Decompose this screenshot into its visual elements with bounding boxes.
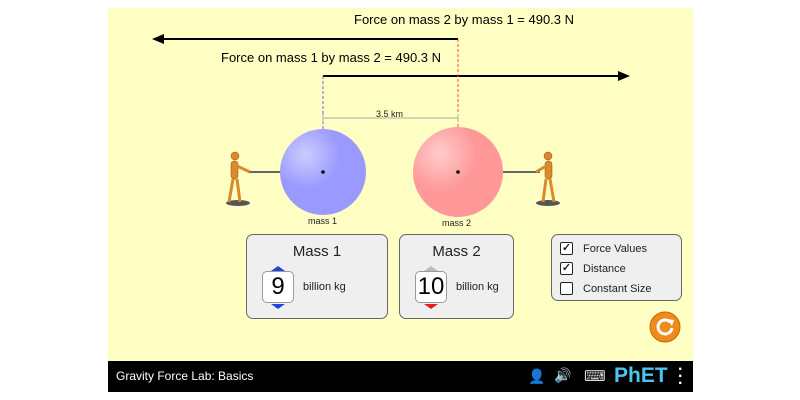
distance-line xyxy=(322,114,459,122)
decrement-arrow-icon[interactable] xyxy=(271,304,285,309)
mass2-panel: Mass 2 10 billion kg xyxy=(399,234,514,319)
reset-button[interactable] xyxy=(649,311,681,343)
decrement-arrow-icon[interactable] xyxy=(424,304,438,309)
mass1-value[interactable]: 9 xyxy=(262,271,294,303)
mass2-value[interactable]: 10 xyxy=(415,271,447,303)
mass1-center xyxy=(321,170,325,174)
mass1-label: mass 1 xyxy=(308,216,338,226)
constant-size-checkbox[interactable]: Constant Size xyxy=(560,282,651,295)
menu-icon[interactable]: · · · xyxy=(678,361,684,392)
mass1-panel-title: Mass 1 xyxy=(292,243,342,260)
mass2-unit: billion kg xyxy=(456,281,499,293)
force-on-mass1-label: Force on mass 1 by mass 2 = 490.3 N xyxy=(221,50,442,65)
keyboard-icon[interactable]: ⌨ xyxy=(584,368,606,385)
force-arrow-2 xyxy=(152,34,458,44)
mass1-panel: Mass 1 9 billion kg xyxy=(246,234,388,319)
phet-logo[interactable]: PhET xyxy=(614,364,668,387)
options-panel: ✓ Force Values ✓ Distance Constant Size xyxy=(551,234,682,301)
mass2-label: mass 2 xyxy=(442,218,472,228)
puller-figure-right xyxy=(535,151,560,206)
sim-area: Force on mass 2 by mass 1 = 490.3 N Forc… xyxy=(108,8,693,361)
distance-checkbox[interactable]: ✓ Distance xyxy=(560,262,626,275)
option-label: Distance xyxy=(583,262,626,275)
mass2-center xyxy=(456,170,460,174)
sound-icon[interactable]: 🔊 xyxy=(554,367,572,383)
option-label: Constant Size xyxy=(583,282,652,295)
force-on-mass2-label: Force on mass 2 by mass 1 = 490.3 N xyxy=(354,12,575,27)
navigation-bar: Gravity Force Lab: Basics 👤 🔊 ⌨ PhET · · · xyxy=(108,361,693,392)
checkmark-icon: ✓ xyxy=(560,262,573,275)
preferences-icon[interactable]: 👤 xyxy=(528,368,546,384)
force-values-checkbox[interactable]: ✓ Force Values xyxy=(560,242,647,255)
increment-arrow-icon[interactable] xyxy=(271,266,285,271)
increment-arrow-icon xyxy=(424,266,438,271)
checkmark-icon: ✓ xyxy=(560,242,573,255)
puller-figure-left xyxy=(226,151,251,206)
reset-icon xyxy=(656,318,674,336)
force-arrow-1 xyxy=(323,71,630,81)
mass2-panel-title: Mass 2 xyxy=(432,243,481,260)
checkbox-empty-icon xyxy=(560,282,573,295)
sim-title: Gravity Force Lab: Basics xyxy=(116,369,254,383)
option-label: Force Values xyxy=(583,242,647,255)
distance-label: 3.5 km xyxy=(376,109,404,119)
scene xyxy=(152,34,630,217)
mass1-unit: billion kg xyxy=(303,281,346,293)
